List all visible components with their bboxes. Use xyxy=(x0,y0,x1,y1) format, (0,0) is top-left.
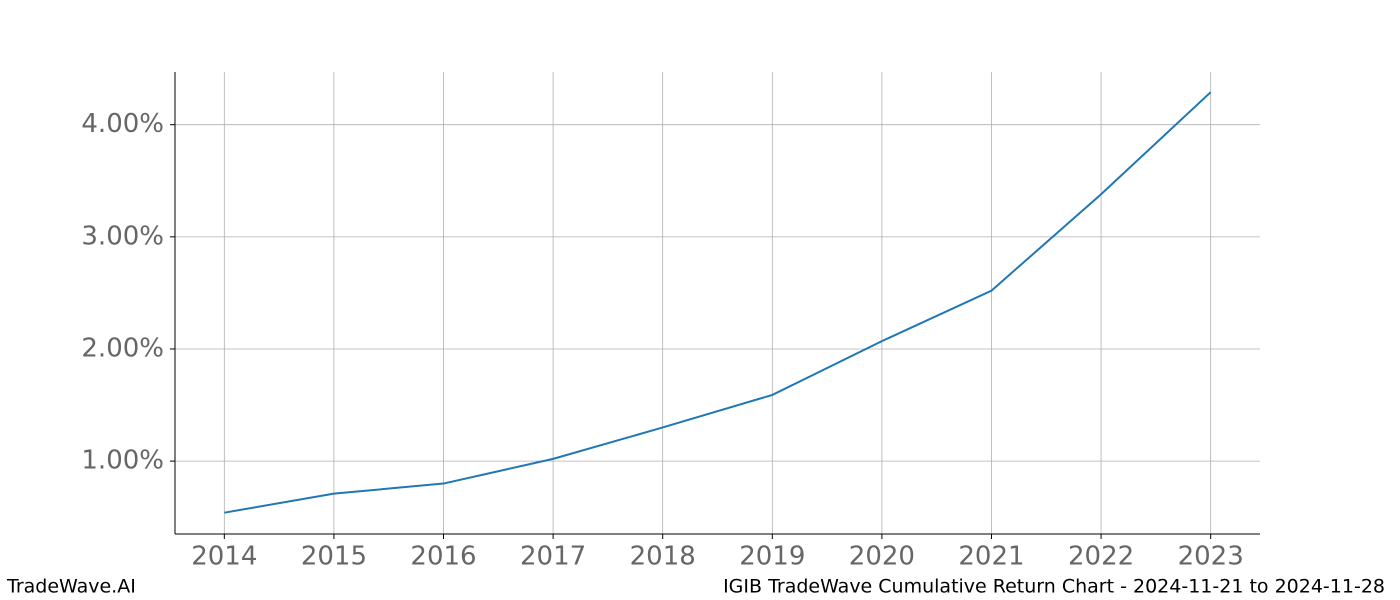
watermark: TradeWave.AI xyxy=(6,576,136,598)
x-tick-label: 2023 xyxy=(1178,542,1244,572)
line xyxy=(224,91,1212,514)
footer: IGIB TradeWave Cumulative Return Chart -… xyxy=(723,576,1385,598)
y-tick-label: 3.00% xyxy=(81,221,164,251)
x-tick-label: 2022 xyxy=(1068,542,1134,572)
y-tick-label: 2.00% xyxy=(81,333,164,363)
x-tick-label: 2021 xyxy=(958,542,1024,572)
x-tick-label: 2016 xyxy=(410,542,476,572)
y-tick-label: 1.00% xyxy=(81,446,164,476)
x-tick-label: 2018 xyxy=(630,542,696,572)
x-tick-label: 2015 xyxy=(301,542,367,572)
x-tick-label: 2014 xyxy=(191,542,257,572)
x-tick-label: 2020 xyxy=(849,542,915,572)
x-tick-label: 2019 xyxy=(739,542,805,572)
y-tick-label: 4.00% xyxy=(81,109,164,139)
x-tick-label: 2017 xyxy=(520,542,586,572)
